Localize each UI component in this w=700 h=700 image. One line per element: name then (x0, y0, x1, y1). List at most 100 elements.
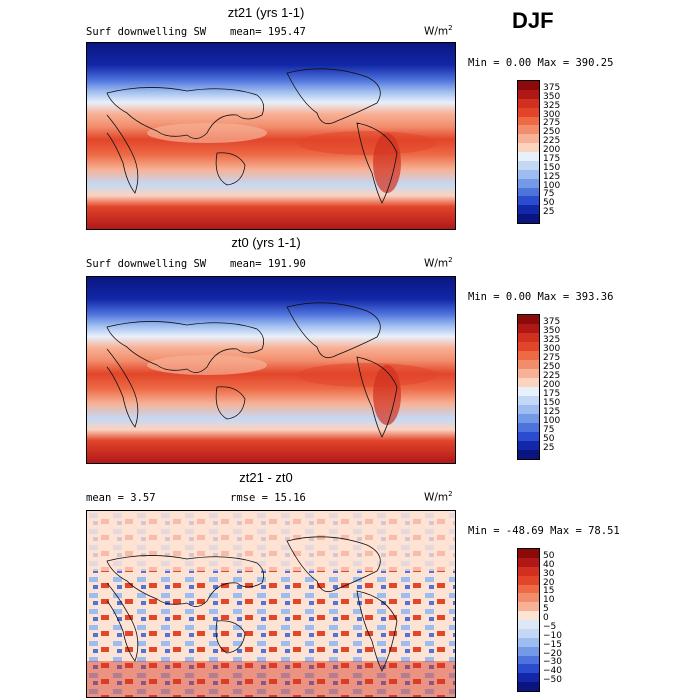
colorbar-swatch (518, 557, 539, 567)
colorbar-swatch (518, 342, 539, 351)
colorbar-tick-label: 250 (543, 362, 561, 372)
colorbar-swatch (518, 432, 539, 441)
colorbar-swatch (518, 441, 539, 450)
colorbar-swatch (518, 196, 539, 206)
colorbar-swatch (518, 620, 539, 629)
colorbar-tick-label: 225 (543, 371, 561, 381)
colorbar-swatch (518, 116, 539, 126)
panel1-mean: mean= 195.47 (230, 26, 306, 38)
colorbar-tick-label: 200 (543, 145, 561, 155)
colorbar-tick-label: 375 (543, 317, 561, 327)
colorbar-tick-label: 350 (543, 326, 561, 336)
colorbar-tick-label: 350 (543, 91, 561, 102)
colorbar-swatch (518, 575, 539, 585)
panel2-coastlines (106, 302, 398, 438)
colorbar-tick-label: 30 (543, 568, 555, 579)
panel2-variable: Surf downwelling SW (86, 258, 207, 270)
panel1-colorbar: 375 350 325 300 275 250 225 200 175 150 125 100 75 50… (517, 80, 597, 224)
colorbar-tick-label: 175 (543, 153, 561, 164)
colorbar-tick-label: 10 (543, 595, 555, 606)
colorbar-swatch (518, 593, 539, 603)
colorbar-tick-label: 25 (543, 207, 555, 218)
colorbar-tick-label: −50 (543, 675, 562, 686)
panel3-title: zt21 - zt0 (239, 470, 293, 485)
colorbar-tick-label: 150 (543, 398, 561, 408)
panel1-map-svg (87, 43, 455, 229)
colorbar-swatch (518, 549, 539, 558)
colorbar-swatch (518, 423, 539, 432)
colorbar-tick-label: −5 (543, 621, 557, 632)
colorbar-swatch (518, 566, 539, 576)
colorbar-swatch (518, 315, 539, 324)
panel2-minmax: Min = 0.00 Max = 393.36 (468, 291, 614, 303)
panel2-mean: mean= 191.90 (230, 258, 306, 270)
colorbar-swatch (518, 611, 539, 620)
colorbar-tick-label: 40 (543, 559, 555, 570)
colorbar-swatch (518, 387, 539, 396)
panel3-map-svg (87, 511, 455, 697)
colorbar-tick-label: 200 (543, 380, 561, 390)
colorbar-swatch (518, 351, 539, 360)
colorbar-tick-label: 225 (543, 136, 561, 147)
colorbar-swatch (518, 664, 539, 674)
colorbar-tick-label: −10 (543, 630, 562, 641)
colorbar-tick-label: 175 (543, 389, 561, 399)
panel3-mean: mean = 3.57 (86, 492, 156, 504)
panel2-units: W/m2 (424, 256, 453, 270)
colorbar-swatch (518, 169, 539, 179)
colorbar-swatch (518, 160, 539, 170)
colorbar-swatch (518, 187, 539, 197)
colorbar-swatch (518, 682, 539, 691)
colorbar-swatch (518, 178, 539, 188)
colorbar-swatch (518, 637, 539, 647)
panel2-colorbar: 375 350 325 300 275 250 225 200 175 150 125 100 75 50… (517, 314, 597, 460)
panel2-map (86, 276, 456, 464)
colorbar-swatch (518, 125, 539, 135)
panel3-units: W/m2 (424, 490, 453, 504)
colorbar-tick-label: 50 (543, 550, 555, 561)
colorbar-swatch (518, 673, 539, 683)
colorbar-tick-label: −20 (543, 648, 562, 659)
colorbar-tick-label: 100 (543, 416, 561, 426)
colorbar-tick-label: 125 (543, 407, 561, 417)
colorbar-tick-label: 50 (543, 434, 555, 444)
colorbar-swatch (518, 360, 539, 369)
colorbar-swatch (518, 602, 539, 612)
colorbar-tick-label: −30 (543, 657, 562, 668)
colorbar-swatch (518, 205, 539, 215)
panel3-minmax: Min = -48.69 Max = 78.51 (468, 525, 620, 537)
colorbar-swatch (518, 143, 539, 152)
colorbar-swatch (518, 405, 539, 414)
colorbar-tick-label: 100 (543, 180, 561, 191)
colorbar-tick-label: 50 (543, 198, 555, 209)
colorbar-swatch (518, 396, 539, 405)
panel3-map (86, 510, 456, 698)
colorbar-swatch (518, 414, 539, 423)
colorbar-swatch (518, 333, 539, 342)
colorbar-tick-label: 300 (543, 109, 561, 120)
colorbar-swatch (518, 369, 539, 378)
colorbar-tick-label: 375 (543, 82, 561, 93)
colorbar-tick-label: 150 (543, 162, 561, 173)
panel1-variable: Surf downwelling SW (86, 26, 207, 38)
colorbar-swatch (518, 646, 539, 656)
colorbar-tick-label: 300 (543, 344, 561, 354)
colorbar-tick-label: 250 (543, 127, 561, 138)
colorbar-tick-label: 5 (543, 604, 549, 615)
colorbar-tick-label: 275 (543, 118, 561, 129)
colorbar-swatch (518, 152, 539, 161)
colorbar-tick-label: 15 (543, 586, 555, 597)
panel2-map-svg (87, 277, 455, 463)
panel2-title: zt0 (yrs 1-1) (231, 235, 301, 250)
panel1-units: W/m2 (424, 24, 453, 38)
panel2-colorbar-strip (517, 314, 540, 460)
colorbar-swatch (518, 134, 539, 144)
season-label: DJF (512, 8, 554, 33)
colorbar-swatch (518, 378, 539, 387)
panel3-coastlines (106, 536, 398, 672)
colorbar-swatch (518, 628, 539, 638)
panel1-map (86, 42, 456, 230)
colorbar-swatch (518, 81, 539, 90)
panel1-coastlines (106, 68, 398, 204)
colorbar-tick-label: 125 (543, 171, 561, 182)
